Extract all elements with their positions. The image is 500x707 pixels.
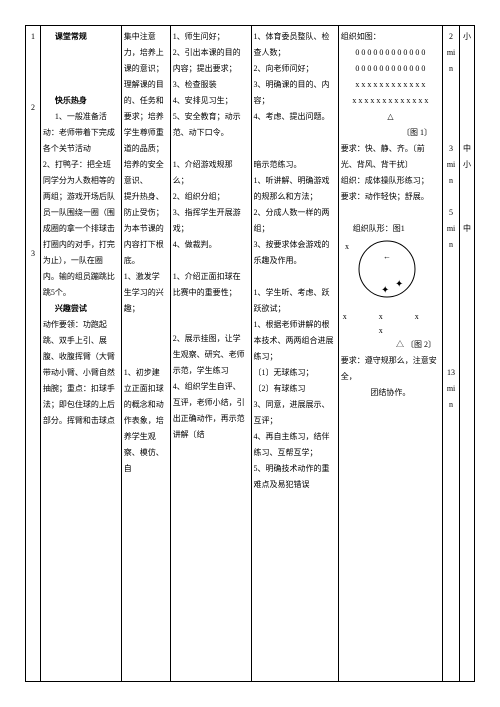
teamwork: 团结协作。 bbox=[341, 385, 440, 401]
cell-intensity: 小 中 小 中 bbox=[460, 26, 475, 682]
heading-interest: 兴趣尝试 bbox=[43, 301, 119, 317]
circle-diagram: ← ✦ ✦ x bbox=[341, 237, 433, 309]
cell-col-a: 课堂常规 快乐热身 1、一般准备活动：老师带着下完成各个关节活动 2、打鸭子：把… bbox=[40, 26, 121, 682]
org3: 组织队形：图1 bbox=[341, 221, 440, 237]
page: 1 2 3 课堂常规 快乐热身 1、一般准备活动：老师带着下完成各个关节活动 2… bbox=[0, 0, 500, 707]
cell-col-b: 集中注意力，培养上课的意识；理解课的目的、任务和要求；培养学生尊师重道的品质；培… bbox=[121, 26, 170, 682]
svg-text:✦: ✦ bbox=[381, 285, 389, 296]
para-b4: 1、初步建立正面扣球的概念和动作表象，培养学生观察、模仿、自 bbox=[124, 365, 168, 477]
t3: 5 bbox=[445, 205, 457, 221]
para-b3: 1、激发学生学习的兴趣； bbox=[124, 269, 168, 317]
cell-col-e: 组织如图： 0 0 0 0 0 0 0 0 0 0 0 0 0 0 0 0 0 … bbox=[338, 26, 442, 682]
requirement1: 要求：快、静、齐。〔前光、背风、背干扰〕 bbox=[341, 141, 440, 173]
grid-row1: 0 0 0 0 0 0 0 0 0 0 0 0 bbox=[341, 45, 440, 61]
tu3: mi bbox=[445, 221, 457, 237]
svg-text:✦: ✦ bbox=[395, 279, 403, 290]
n4: 中 bbox=[462, 221, 472, 237]
heading-routine: 课堂常规 bbox=[43, 29, 119, 45]
para-c2: 1、介绍游戏规那么； 2、组织分组； 3、指挥学生开展游戏； 4、做裁判。 bbox=[173, 157, 249, 253]
heading-warmup: 快乐热身 bbox=[43, 93, 119, 109]
cell-index: 1 2 3 bbox=[26, 26, 41, 682]
para-c3: 1、介绍正面扣球在比赛中的重要性； bbox=[173, 269, 249, 301]
para-c1: 1、师生问好； 2、引出本课的目的 内容；提出要求； 3、检查服装 4、安排见习… bbox=[173, 29, 249, 141]
tu3b: n bbox=[445, 237, 457, 253]
para-a3: 动作要领：功跑起跳、双手上引、展腹、收腹挥臂（大臂带动小臂、小臂自然抽腕；重点：… bbox=[43, 317, 119, 429]
para-a2: 2、打鸭子：把全班同学分为人数相等的两组；游戏开场后队员一队围绕一圈（围成圈的拿… bbox=[43, 157, 119, 301]
fig2-label: △ 〔图 2〕 bbox=[341, 337, 440, 353]
para-d2: 暗示范练习。 1、听讲解、明确游戏的规那么和方法； 2、分成人数一样的两组； 3… bbox=[254, 157, 336, 269]
t1: 2 bbox=[445, 29, 457, 45]
para-c4: 2、展示挂图，让学生观察、研究、老师示范，学生练习 4、组织学生自评、互评，老师… bbox=[173, 331, 249, 443]
para-b2: 提升热身、防止受伤；为本节课的内容打下根底。 bbox=[124, 189, 168, 269]
tu2b: n bbox=[445, 173, 457, 189]
cell-col-d: 1、体育委员整队、检查人数； 2、向老师问好； 3、明确课的目的、内容； 4、考… bbox=[251, 26, 338, 682]
para-d4: 1、根据老师讲解的根本技术、两两组合进展练习； 〔1〕无球练习； 〔2〕有球练习… bbox=[254, 317, 336, 493]
idx1: 1 bbox=[28, 29, 38, 45]
idx3: 3 bbox=[28, 246, 38, 262]
svg-text:x: x bbox=[345, 242, 349, 251]
tu1b: n bbox=[445, 61, 457, 77]
org2: 组织：成体操队形练习； bbox=[341, 173, 440, 189]
tu4b: n bbox=[445, 397, 457, 413]
n2: 中 bbox=[462, 141, 472, 157]
requirement2: 要求：动作轻快；舒展。 bbox=[341, 189, 440, 205]
n3: 小 bbox=[462, 157, 472, 173]
org-heading: 组织如图： bbox=[341, 29, 440, 45]
fig1-label: 〔图 1〕 bbox=[341, 125, 440, 141]
tu2: mi bbox=[445, 157, 457, 173]
triangle-mark: △ bbox=[341, 109, 440, 125]
idx2: 2 bbox=[28, 100, 38, 116]
lesson-table: 1 2 3 课堂常规 快乐热身 1、一般准备活动：老师带着下完成各个关节活动 2… bbox=[25, 25, 475, 682]
requirement3: 要求：遵守规那么，注意安全， bbox=[341, 353, 440, 385]
cell-col-c: 1、师生问好； 2、引出本课的目的 内容；提出要求； 3、检查服装 4、安排见习… bbox=[170, 26, 251, 682]
tu4: mi bbox=[445, 381, 457, 397]
grid-row4: x x x x x x x x x x x x x bbox=[341, 93, 440, 109]
para-b1: 集中注意力，培养上课的意识；理解课的目的、任务和要求；培养学生尊师重道的品质；培… bbox=[124, 29, 168, 189]
svg-text:←: ← bbox=[383, 252, 391, 261]
n1: 小 bbox=[462, 29, 472, 45]
t4: 13 bbox=[445, 365, 457, 381]
tu1: mi bbox=[445, 45, 457, 61]
grid-row2: 0 0 0 0 0 0 0 0 0 0 0 0 bbox=[341, 61, 440, 77]
mx4: x bbox=[379, 323, 383, 339]
para-a1: 1、一般准备活动：老师带着下完成各个关节活动 bbox=[43, 109, 119, 157]
grid-row3: x x x x x x x x x x x x bbox=[341, 77, 440, 93]
para-d1: 1、体育委员整队、检查人数； 2、向老师问好； 3、明确课的目的、内容； 4、考… bbox=[254, 29, 336, 125]
t2: 3 bbox=[445, 141, 457, 157]
cell-time: 2 mi n 3 mi n 5 mi n 13 mi n bbox=[443, 26, 460, 682]
para-d3: 1、学生听、考虑、跃跃欲试； bbox=[254, 285, 336, 317]
